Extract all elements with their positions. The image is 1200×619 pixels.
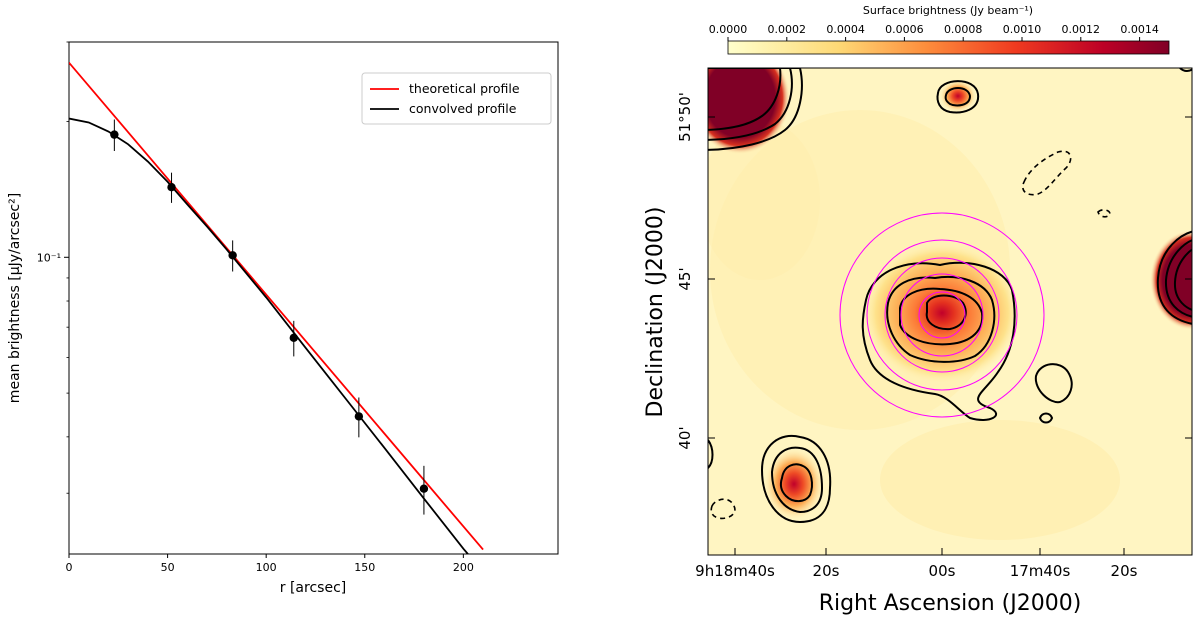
bright-source-top-left xyxy=(708,68,790,154)
colorbar-tick-label: 0.0010 xyxy=(1003,23,1042,36)
map-image xyxy=(708,68,1192,555)
dec-tick-label: 51°50' xyxy=(676,92,694,142)
x-tick-label: 150 xyxy=(354,561,375,574)
x-axis-ticks: 0 50 100 150 200 xyxy=(66,554,474,574)
plot-area xyxy=(68,41,559,555)
data-point xyxy=(228,251,237,260)
colorbar-tick-label: 0.0000 xyxy=(709,23,748,36)
data-point xyxy=(419,484,429,493)
data-point xyxy=(110,130,119,139)
colorbar-tick-label: 0.0006 xyxy=(885,23,924,36)
colorbar-tick-label: 0.0014 xyxy=(1120,23,1159,36)
data-points xyxy=(110,119,429,515)
x-tick-label: 200 xyxy=(453,561,474,574)
contours xyxy=(708,68,1192,524)
ra-tick-label: 17m40s xyxy=(1010,562,1071,580)
y-axis-label: mean brightness [μJy/arcsec²] xyxy=(7,193,23,403)
ra-tick-label: 00s xyxy=(929,562,956,580)
x-tick-label: 100 xyxy=(256,561,277,574)
x-axis-label: r [arcsec] xyxy=(280,580,346,596)
bright-source-right xyxy=(1150,230,1192,330)
data-point xyxy=(354,412,364,421)
map-frame xyxy=(707,67,1193,556)
colorbar-tick-label: 0.0004 xyxy=(826,23,865,36)
ra-tick-label: 9h18m40s xyxy=(695,562,775,580)
colorbar-tick-label: 0.0012 xyxy=(1062,23,1101,36)
dec-tick-label: 45' xyxy=(676,267,694,290)
series-line-convolved xyxy=(69,117,470,554)
map-axes xyxy=(708,116,1192,555)
legend-box xyxy=(361,72,552,125)
colorbar-gradient xyxy=(727,40,1170,55)
colorbar-tick-label: 0.0002 xyxy=(768,23,807,36)
negative-contours xyxy=(710,150,1111,520)
ra-tick-label: 20s xyxy=(813,562,840,580)
legend-label-convolved: convolved profile xyxy=(409,101,517,116)
dec-axis-label: Declination (J2000) xyxy=(643,207,668,418)
colorbar: Surface brightness (Jy beam⁻¹) 0.0000 0.0… xyxy=(709,4,1170,55)
data-point xyxy=(167,182,176,192)
brightness-map: Surface brightness (Jy beam⁻¹) 0.0000 0.0… xyxy=(643,4,1193,616)
profile-chart: 0 50 100 150 200 10⁻¹ theoretical profile co… xyxy=(7,41,559,596)
aperture-circles xyxy=(839,212,1045,418)
x-tick-label: 0 xyxy=(66,561,73,574)
ra-axis-label: Right Ascension (J2000) xyxy=(819,591,1082,616)
x-tick-label: 50 xyxy=(161,561,175,574)
data-point xyxy=(289,333,298,343)
dec-tick-label: 40' xyxy=(676,426,694,449)
legend-label-theoretical: theoretical profile xyxy=(409,81,520,96)
source-lower-left xyxy=(764,448,824,520)
colorbar-label: Surface brightness (Jy beam⁻¹) xyxy=(863,4,1033,17)
y-tick-label: 10⁻¹ xyxy=(37,251,61,264)
ra-tick-label: 20s xyxy=(1111,562,1138,580)
colorbar-ticks: 0.0000 0.0002 0.0004 0.0006 0.0008 0.0010 0.00… xyxy=(709,23,1159,41)
colorbar-tick-label: 0.0008 xyxy=(944,23,983,36)
legend: theoretical profile convolved profile xyxy=(361,72,552,125)
series-line-theoretical xyxy=(69,62,484,551)
y-axis-ticks: 10⁻¹ xyxy=(37,41,69,494)
ra-tick-labels: 9h18m40s 20s 00s 17m40s 20s xyxy=(695,562,1137,580)
series-group xyxy=(69,62,484,554)
dec-tick-labels: 51°50' 45' 40' xyxy=(676,92,694,450)
